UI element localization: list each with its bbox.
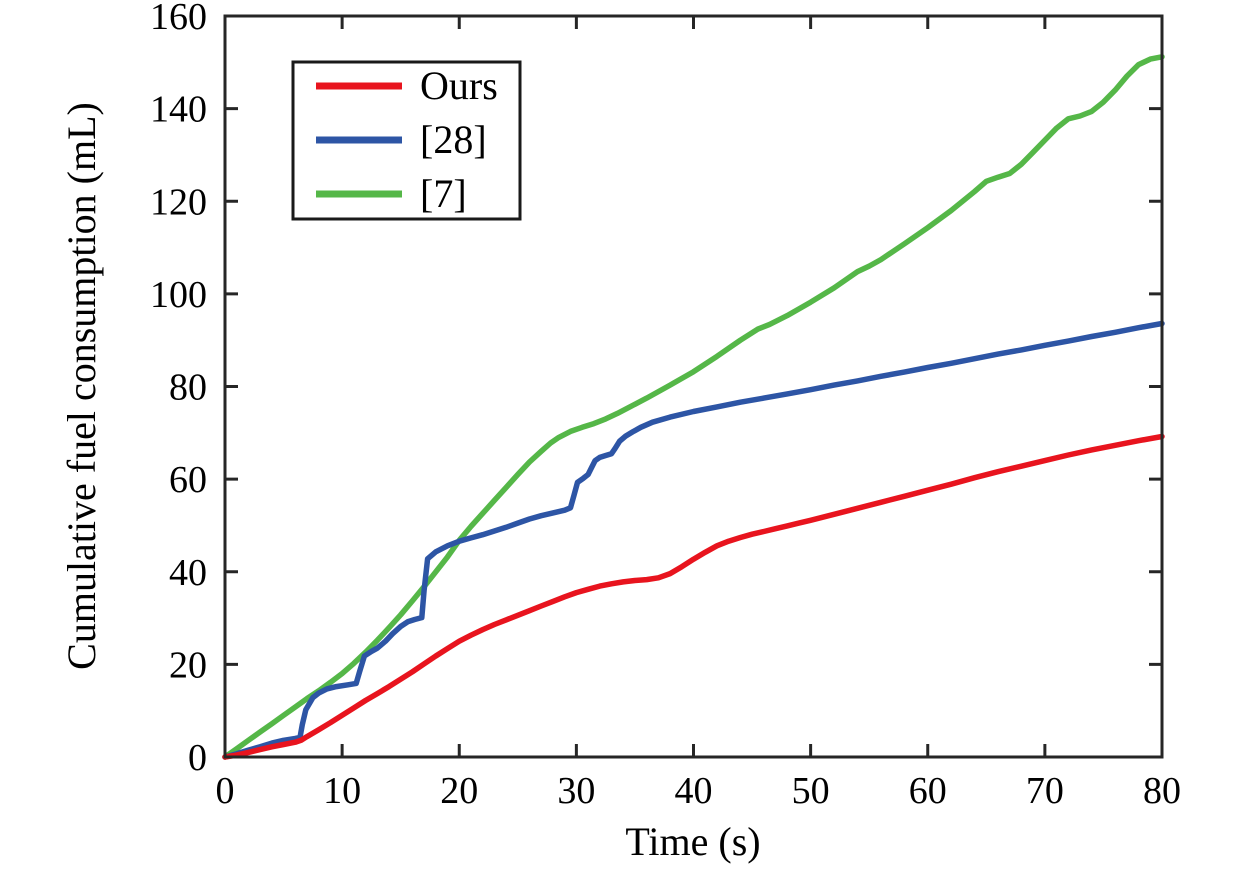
x-tick-label: 60 — [909, 770, 947, 812]
series-line-ours — [222, 433, 1165, 760]
x-tick-label: 30 — [557, 770, 595, 812]
legend-item-28: [28] — [316, 117, 487, 162]
series-line-7 — [222, 54, 1165, 760]
y-tick-label: 40 — [169, 552, 207, 594]
y-tick-label: 60 — [169, 459, 207, 501]
y-tick-label: 100 — [150, 274, 207, 316]
y-tick-label: 20 — [169, 644, 207, 686]
x-tick-label: 40 — [675, 770, 713, 812]
x-tick-label: 0 — [216, 770, 235, 812]
x-axis-label: Time (s) — [625, 819, 760, 864]
legend: Ours [28] [7] — [291, 60, 522, 221]
y-axis-label: Cumulative fuel consumption (mL) — [59, 102, 104, 670]
legend-item-7: [7] — [316, 171, 467, 216]
y-tick-label: 0 — [188, 737, 207, 779]
x-tick-label: 20 — [440, 770, 478, 812]
legend-label-28: [28] — [420, 117, 487, 162]
x-tick-label: 70 — [1026, 770, 1064, 812]
series-line-28 — [222, 320, 1165, 760]
legend-item-ours: Ours — [316, 63, 498, 108]
legend-label-ours: Ours — [420, 63, 498, 108]
plot-area: 0 10 20 30 40 50 60 70 80 0 20 40 60 80 100 120 140 160 — [150, 0, 1181, 812]
y-tick-label: 120 — [150, 181, 207, 223]
y-tick-label: 80 — [169, 367, 207, 409]
x-tick-label: 80 — [1143, 770, 1181, 812]
x-tick-label: 50 — [792, 770, 830, 812]
y-tick-label: 160 — [150, 0, 207, 38]
x-tick-label: 10 — [323, 770, 361, 812]
legend-label-7: [7] — [420, 171, 467, 216]
y-tick-label: 140 — [150, 89, 207, 131]
